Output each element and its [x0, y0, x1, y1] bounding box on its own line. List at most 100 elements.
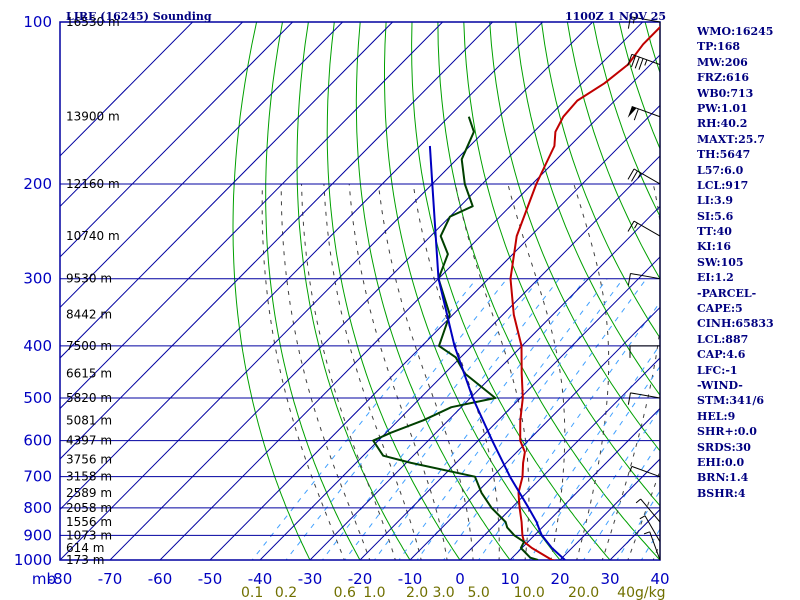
moist-adiabat	[377, 183, 474, 560]
index-item: SHR+:0.0	[697, 425, 757, 439]
parcel-profile	[428, 145, 566, 560]
moist-adiabat	[454, 183, 530, 560]
height-label: 12160 m	[66, 177, 120, 191]
isotherm	[409, 306, 660, 560]
height-label: 5820 m	[66, 391, 112, 405]
isotherm	[109, 22, 644, 560]
isotherm	[509, 407, 660, 560]
isotherm	[60, 22, 344, 309]
mixing-ratio-line	[583, 440, 660, 560]
height-label: 2589 m	[66, 486, 112, 500]
isotherm	[60, 22, 194, 157]
temperature-tick-label: 20	[550, 570, 569, 588]
mixing-ratio-label: 0.1	[241, 585, 263, 600]
mixing-ratio-label: 1.0	[363, 585, 385, 600]
height-label: 3158 m	[66, 470, 112, 484]
mixing-ratio-label: 2.0	[406, 585, 428, 600]
mixing-ratio-label: 0.6	[334, 585, 356, 600]
height-label: 173 m	[66, 553, 104, 567]
height-label: 1073 m	[66, 528, 112, 542]
mixing-ratio-label: 10.0	[514, 585, 545, 600]
isotherm	[559, 458, 660, 560]
wind-barb	[627, 16, 661, 29]
mixing-ratio-line	[344, 278, 560, 560]
temperature-tick-label: -20	[348, 570, 373, 588]
index-item: LCL:917	[697, 178, 749, 192]
dry-adiabat	[232, 22, 311, 560]
index-item: KI:16	[697, 240, 732, 254]
mixing-ratio-line	[373, 278, 586, 560]
index-item: LCL:887	[697, 332, 749, 346]
mixing-ratio-line	[442, 278, 647, 560]
pressure-tick-label: 500	[23, 389, 52, 407]
index-item: RH:40.2	[697, 117, 748, 131]
isotherm	[60, 22, 244, 208]
wind-barb	[627, 53, 661, 70]
dry-adiabat	[463, 22, 660, 507]
index-item: CINH:65833	[697, 317, 774, 331]
wind-barb	[627, 106, 661, 121]
pressure-tick-label: 300	[23, 270, 52, 288]
temperature-tick-label: -80	[48, 570, 73, 588]
height-label: 13900 m	[66, 110, 120, 124]
dry-adiabat	[384, 22, 561, 560]
wind-barb	[639, 515, 661, 543]
index-item: FRZ:616	[697, 71, 750, 85]
wind-barb	[627, 220, 661, 237]
mixing-ratio-line	[560, 407, 660, 560]
height-label: 2058 m	[66, 501, 112, 515]
mixing-ratio-label: 3.0	[432, 585, 454, 600]
pressure-tick-label: 200	[23, 175, 52, 193]
dry-adiabat	[566, 22, 660, 280]
isotherm	[159, 54, 660, 560]
index-item: CAPE:5	[697, 302, 743, 316]
index-item: WMO:16245	[697, 25, 774, 38]
height-label: 3756 m	[66, 452, 112, 466]
index-item: TH:5647	[697, 148, 751, 162]
mixing-ratio-line	[251, 278, 477, 560]
isotherm	[209, 104, 660, 560]
wind-barb	[627, 392, 661, 405]
stability-indices-panel: WMO:16245 TP:168 MW:206 FRZ:616 WB0:713 PW:1.…	[697, 24, 800, 501]
index-item: EI:1.2	[697, 271, 734, 285]
index-item: BRN:1.4	[697, 471, 749, 485]
temperature-tick-label: 30	[600, 570, 619, 588]
mixing-ratio-line	[285, 278, 508, 560]
mixing-ratio-label: 40g/kg	[617, 585, 665, 600]
pressure-tick-label: 800	[23, 499, 52, 517]
index-item: L57:6.0	[697, 163, 744, 177]
moist-adiabat	[507, 183, 566, 560]
dry-adiabat	[355, 22, 511, 560]
height-label: 10740 m	[66, 229, 120, 243]
pressure-tick-label: 1000	[14, 551, 52, 569]
mixing-ratio-label: 5.0	[467, 585, 489, 600]
isotherm	[259, 155, 660, 560]
isotherm	[459, 357, 660, 560]
isotherm	[309, 205, 660, 560]
height-label: 6615 m	[66, 366, 112, 380]
temperature-tick-label: -60	[148, 570, 173, 588]
index-item: SI:5.6	[697, 209, 734, 223]
wind-barb	[629, 345, 660, 358]
isotherm	[60, 22, 544, 511]
index-item: TP:168	[697, 40, 741, 54]
index-item: STM:341/6	[697, 394, 764, 408]
index-item: TT:40	[697, 225, 732, 239]
dry-adiabat	[489, 22, 660, 452]
temperature-tick-label: -50	[198, 570, 223, 588]
mixing-ratio-line	[416, 278, 624, 560]
index-item: -PARCEL-	[697, 286, 757, 300]
height-label: 16530 m	[66, 15, 120, 29]
index-item: MW:206	[697, 55, 748, 69]
temperature-tick-label: 0	[455, 570, 465, 588]
pressure-tick-label: 100	[23, 13, 52, 31]
isotherm	[60, 22, 394, 359]
wind-barb	[643, 531, 661, 561]
mixing-ratio-line	[640, 528, 660, 560]
dewpoint-profile	[372, 116, 539, 560]
index-item: EHI:0.0	[697, 455, 745, 469]
height-label: 1556 m	[66, 515, 112, 529]
index-item: SRDS:30	[697, 440, 751, 454]
axis-unit-label: mb	[32, 570, 56, 588]
height-label: 8442 m	[66, 308, 112, 322]
